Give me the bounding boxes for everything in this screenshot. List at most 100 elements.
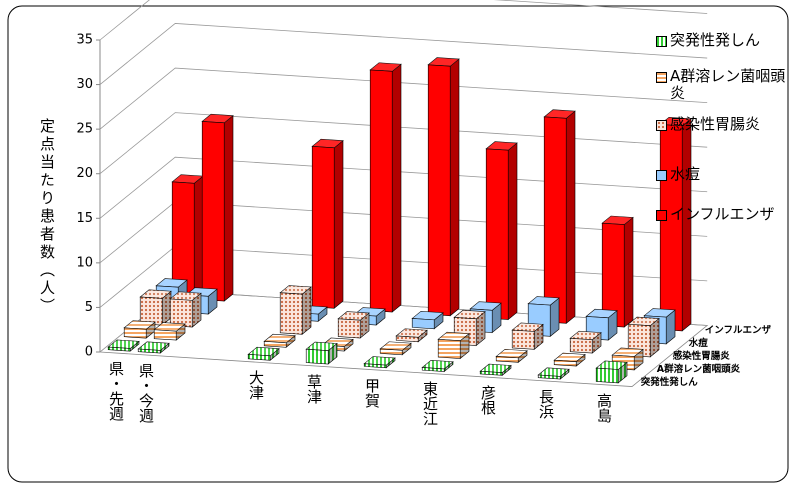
bar-top-shade	[140, 289, 171, 299]
bar	[659, 124, 683, 332]
y-tick-label: 15	[76, 211, 93, 226]
bar-top-shade	[586, 309, 617, 318]
bar-side-shade	[270, 348, 279, 361]
bar-side-shade	[634, 349, 643, 370]
x-tick-label: 甲賀	[363, 377, 381, 408]
bar-top-shade	[538, 367, 569, 377]
legend-swatch-fill	[657, 211, 666, 220]
legend-fill	[657, 211, 666, 220]
bar-side-shade	[618, 362, 627, 383]
bar-side-shade	[130, 341, 139, 352]
bar-side-shade	[492, 303, 501, 333]
bar-top-shade	[570, 331, 601, 340]
bar-side-shade	[402, 343, 411, 355]
bar	[247, 354, 271, 361]
bar-side-shade	[208, 289, 217, 315]
bar-side-shade	[682, 118, 691, 331]
bar-side-shade	[624, 217, 633, 328]
bar-side-shade	[650, 318, 659, 357]
bar-side-shade	[318, 306, 327, 322]
legend-swatch-fill	[657, 73, 666, 82]
legend-swatch	[656, 120, 667, 131]
bar-top-shade	[438, 332, 469, 341]
y-tick-label: 5	[85, 300, 93, 315]
bar-top-shade	[644, 308, 675, 318]
bar-side-shade	[176, 324, 185, 341]
bar-side-shade	[418, 330, 427, 342]
bar-top-shade	[480, 364, 511, 373]
legend-swatch-fill	[657, 171, 666, 180]
legend-swatch	[656, 36, 667, 47]
bar-top-shade	[248, 347, 279, 356]
bar-side-shade	[450, 59, 459, 316]
bar	[553, 359, 577, 367]
bar-side-shade	[666, 309, 675, 344]
bar-top-shade	[628, 317, 659, 326]
bar-top-shade	[528, 296, 559, 306]
bar-side-shade	[386, 357, 395, 368]
y-tick-label: 20	[76, 166, 93, 181]
bar	[543, 116, 567, 324]
bar-top-shade	[380, 341, 411, 351]
bar-top-shade	[202, 114, 233, 123]
legend-swatch	[656, 170, 667, 181]
bar	[485, 148, 509, 320]
bar	[569, 337, 593, 354]
bar-side-shade	[146, 322, 155, 339]
bar	[169, 298, 193, 328]
bar-side-shade	[286, 335, 295, 348]
legend-label: インフルエンザ	[670, 205, 775, 223]
bar	[123, 327, 147, 339]
x-tick-label: 彦根	[479, 385, 497, 416]
bar	[139, 296, 163, 326]
bar-top-shade	[612, 347, 643, 357]
bar-side-shade	[608, 310, 617, 341]
legend-swatch-fill	[657, 121, 666, 130]
legend-fill	[657, 121, 666, 130]
bar-side-shade	[592, 332, 601, 354]
x-tick-label: 草津	[305, 373, 323, 404]
bar-side-shade	[502, 365, 511, 376]
bar-side-shade	[576, 354, 585, 367]
bar	[201, 121, 225, 302]
bar-side-shade	[344, 339, 353, 352]
grid-line	[99, 112, 708, 175]
bar-top-shade	[108, 339, 139, 349]
y-axis-label: 定点当たり患者数（人）	[38, 118, 56, 316]
legend-swatch	[656, 72, 667, 83]
bar	[411, 318, 435, 330]
legend-fill	[657, 37, 666, 46]
bar-top-shade	[170, 291, 201, 301]
bar-top-shade	[544, 109, 575, 119]
bar-side-shade	[444, 361, 453, 372]
bar-side-shade	[224, 115, 233, 302]
bar	[305, 348, 329, 365]
bar-side-shade	[392, 64, 401, 313]
bar-top-shade	[306, 342, 337, 351]
legend-fill	[657, 73, 666, 82]
depth-label: 水痘	[689, 337, 709, 349]
legend-fill	[657, 171, 666, 180]
bar-top-shade	[422, 360, 453, 369]
bar-side-shade	[560, 369, 569, 380]
bar	[279, 292, 303, 335]
bar-top-shade	[512, 322, 543, 332]
bar-side-shade	[434, 312, 443, 329]
bar	[311, 146, 335, 309]
bar-side-shade	[376, 308, 385, 326]
bar-side-shade	[476, 311, 485, 346]
bar-side-shade	[518, 350, 527, 363]
bar-top-shade	[454, 310, 485, 319]
legend-label: 水痘	[670, 165, 701, 183]
bar-side-shade	[566, 111, 575, 324]
bar	[107, 346, 131, 352]
bar-top-shade	[596, 360, 627, 370]
bar-top-shade	[172, 174, 203, 184]
bar-top-shade	[338, 311, 369, 321]
bar	[263, 341, 287, 348]
bar	[595, 367, 619, 384]
bar	[369, 69, 393, 313]
depth-label: インフルエンザ	[705, 325, 772, 336]
